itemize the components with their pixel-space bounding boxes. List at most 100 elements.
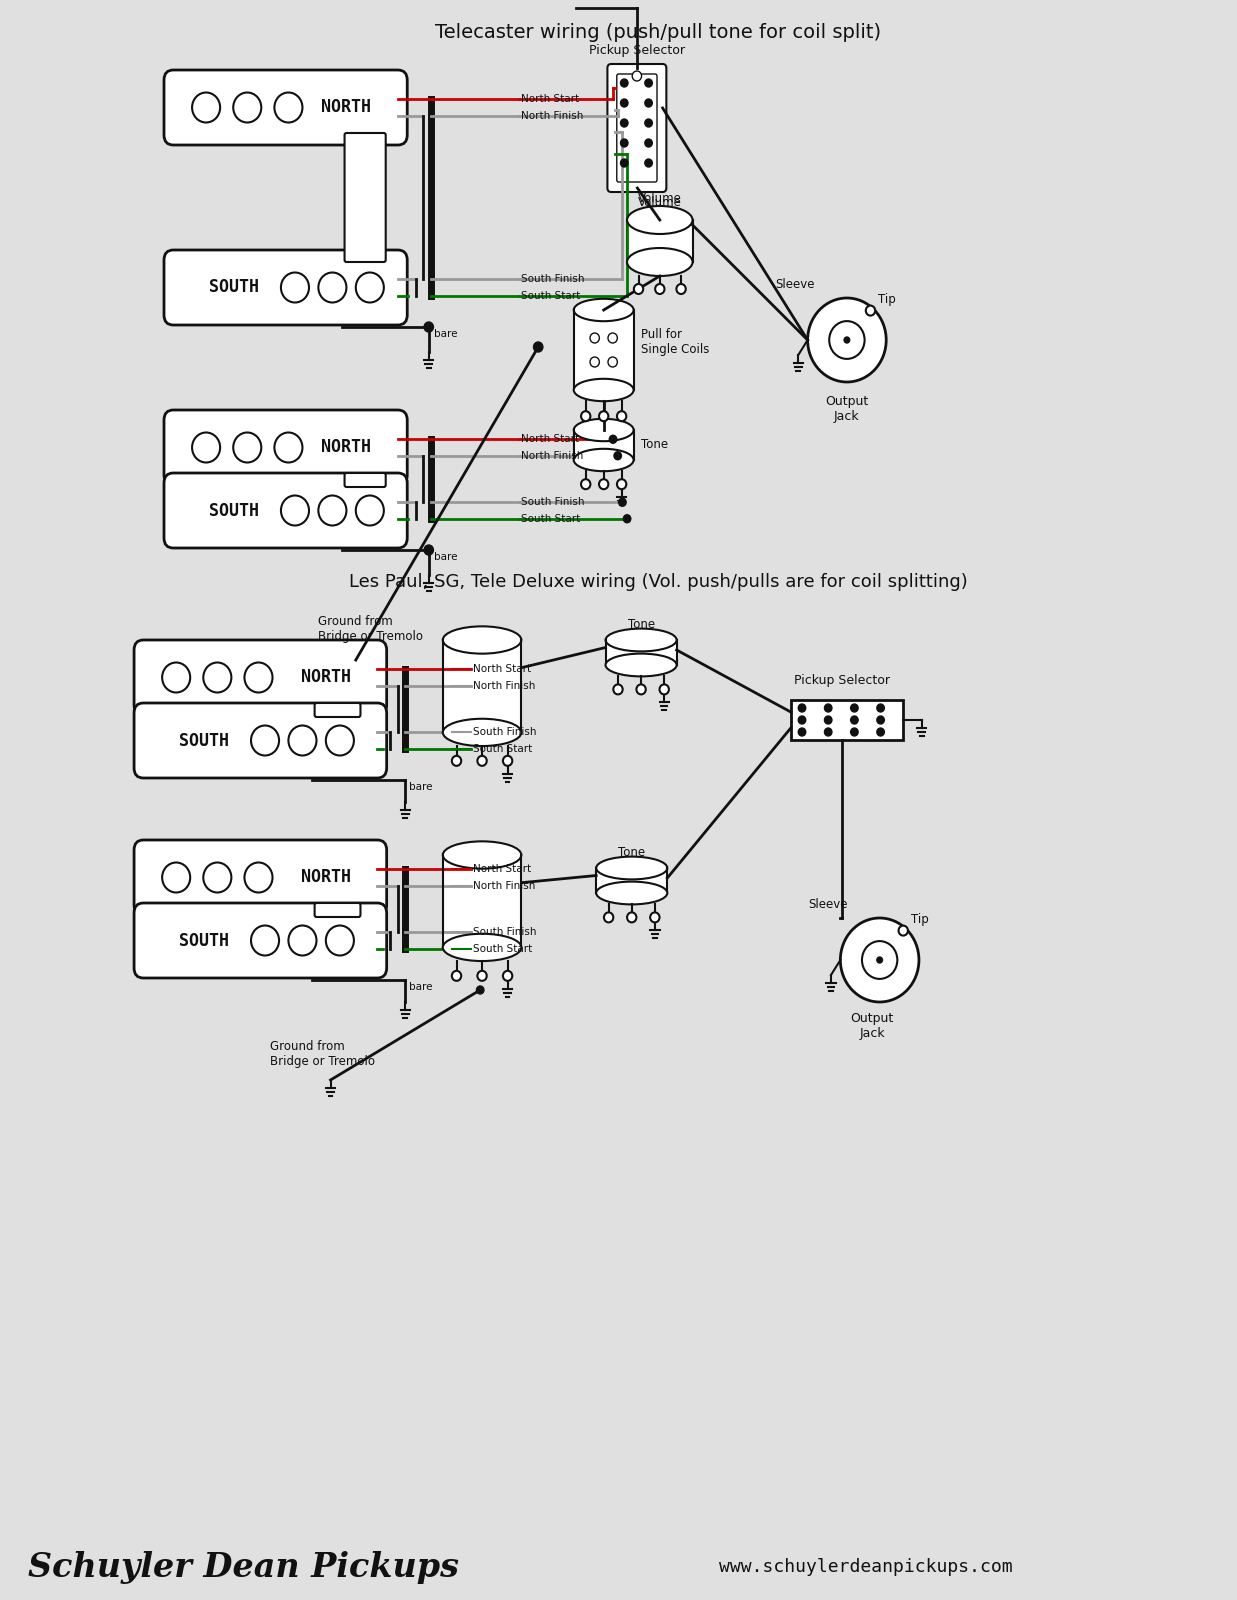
Circle shape bbox=[659, 685, 669, 694]
Circle shape bbox=[234, 93, 261, 123]
Circle shape bbox=[245, 862, 272, 893]
Circle shape bbox=[617, 480, 626, 490]
Text: Pull for
Single Coils: Pull for Single Coils bbox=[641, 328, 710, 357]
Text: Volume: Volume bbox=[638, 192, 682, 205]
Text: bare: bare bbox=[434, 330, 458, 339]
Text: bare: bare bbox=[434, 552, 458, 562]
Circle shape bbox=[288, 925, 317, 955]
Circle shape bbox=[162, 862, 190, 893]
Circle shape bbox=[829, 322, 865, 358]
Bar bbox=[574, 310, 633, 390]
Circle shape bbox=[607, 333, 617, 342]
Circle shape bbox=[599, 411, 609, 421]
Text: North Start: North Start bbox=[521, 94, 579, 104]
Circle shape bbox=[590, 357, 600, 366]
Circle shape bbox=[533, 342, 543, 352]
Text: Pickup Selector: Pickup Selector bbox=[589, 43, 685, 58]
Text: Sleeve: Sleeve bbox=[809, 898, 847, 910]
Circle shape bbox=[617, 411, 626, 421]
Circle shape bbox=[851, 728, 858, 736]
Text: Pickup Selector: Pickup Selector bbox=[794, 674, 891, 686]
Text: Tip: Tip bbox=[878, 293, 896, 306]
Circle shape bbox=[581, 480, 590, 490]
Circle shape bbox=[424, 322, 433, 333]
Text: Tip: Tip bbox=[910, 912, 929, 925]
Text: South Start: South Start bbox=[473, 744, 532, 754]
Text: NORTH: NORTH bbox=[301, 869, 351, 886]
Circle shape bbox=[851, 704, 858, 712]
Text: Tone: Tone bbox=[618, 846, 646, 859]
Circle shape bbox=[621, 78, 628, 86]
Circle shape bbox=[162, 662, 190, 693]
Circle shape bbox=[477, 755, 486, 766]
Circle shape bbox=[251, 925, 280, 955]
FancyBboxPatch shape bbox=[165, 474, 407, 547]
Circle shape bbox=[844, 338, 850, 342]
Circle shape bbox=[610, 435, 617, 443]
Circle shape bbox=[621, 139, 628, 147]
Ellipse shape bbox=[596, 856, 667, 880]
Text: South Start: South Start bbox=[521, 291, 580, 301]
Text: South Finish: South Finish bbox=[473, 928, 536, 938]
Circle shape bbox=[275, 93, 303, 123]
Circle shape bbox=[824, 728, 833, 736]
Circle shape bbox=[424, 546, 433, 555]
Text: www.schuylerdeanpickups.com: www.schuylerdeanpickups.com bbox=[719, 1558, 1012, 1576]
Circle shape bbox=[356, 272, 383, 302]
Ellipse shape bbox=[574, 419, 633, 442]
FancyBboxPatch shape bbox=[314, 902, 360, 917]
Text: South Start: South Start bbox=[473, 944, 532, 954]
Text: Ground from
Bridge or Tremolo: Ground from Bridge or Tremolo bbox=[318, 614, 423, 643]
Text: Tone: Tone bbox=[641, 438, 668, 451]
Circle shape bbox=[281, 496, 309, 525]
Circle shape bbox=[288, 725, 317, 755]
FancyBboxPatch shape bbox=[165, 250, 407, 325]
Text: SOUTH: SOUTH bbox=[209, 501, 260, 520]
FancyBboxPatch shape bbox=[345, 474, 386, 486]
Bar bbox=[790, 701, 903, 739]
Text: North Start: North Start bbox=[521, 434, 579, 445]
Circle shape bbox=[476, 986, 484, 994]
Ellipse shape bbox=[627, 248, 693, 275]
Text: SOUTH: SOUTH bbox=[179, 931, 229, 949]
Bar bbox=[606, 640, 677, 666]
Bar bbox=[627, 219, 693, 262]
Circle shape bbox=[632, 70, 642, 82]
FancyBboxPatch shape bbox=[134, 902, 387, 978]
Circle shape bbox=[866, 306, 875, 315]
Circle shape bbox=[203, 662, 231, 693]
Text: North Finish: North Finish bbox=[473, 880, 536, 891]
Circle shape bbox=[644, 158, 652, 166]
Circle shape bbox=[636, 685, 646, 694]
Circle shape bbox=[851, 717, 858, 723]
Circle shape bbox=[840, 918, 919, 1002]
Circle shape bbox=[245, 662, 272, 693]
FancyBboxPatch shape bbox=[314, 702, 360, 717]
Circle shape bbox=[798, 704, 805, 712]
Circle shape bbox=[877, 957, 882, 963]
Circle shape bbox=[644, 99, 652, 107]
Ellipse shape bbox=[574, 299, 633, 322]
Circle shape bbox=[234, 432, 261, 462]
Circle shape bbox=[633, 285, 643, 294]
FancyBboxPatch shape bbox=[165, 70, 407, 146]
Text: SOUTH: SOUTH bbox=[209, 278, 260, 296]
Circle shape bbox=[644, 118, 652, 126]
Circle shape bbox=[621, 158, 628, 166]
Circle shape bbox=[318, 496, 346, 525]
Ellipse shape bbox=[627, 206, 693, 234]
Circle shape bbox=[203, 862, 231, 893]
Circle shape bbox=[590, 333, 600, 342]
Text: North Finish: North Finish bbox=[521, 451, 584, 461]
Circle shape bbox=[644, 78, 652, 86]
Ellipse shape bbox=[606, 629, 677, 651]
Text: Sleeve: Sleeve bbox=[776, 278, 815, 291]
Ellipse shape bbox=[443, 718, 521, 746]
Circle shape bbox=[656, 285, 664, 294]
Text: Telecaster wiring (push/pull tone for coil split): Telecaster wiring (push/pull tone for co… bbox=[435, 22, 881, 42]
Bar bbox=[443, 640, 521, 733]
Text: Output
Jack: Output Jack bbox=[851, 1013, 894, 1040]
Circle shape bbox=[192, 432, 220, 462]
Circle shape bbox=[607, 357, 617, 366]
Circle shape bbox=[824, 717, 833, 723]
